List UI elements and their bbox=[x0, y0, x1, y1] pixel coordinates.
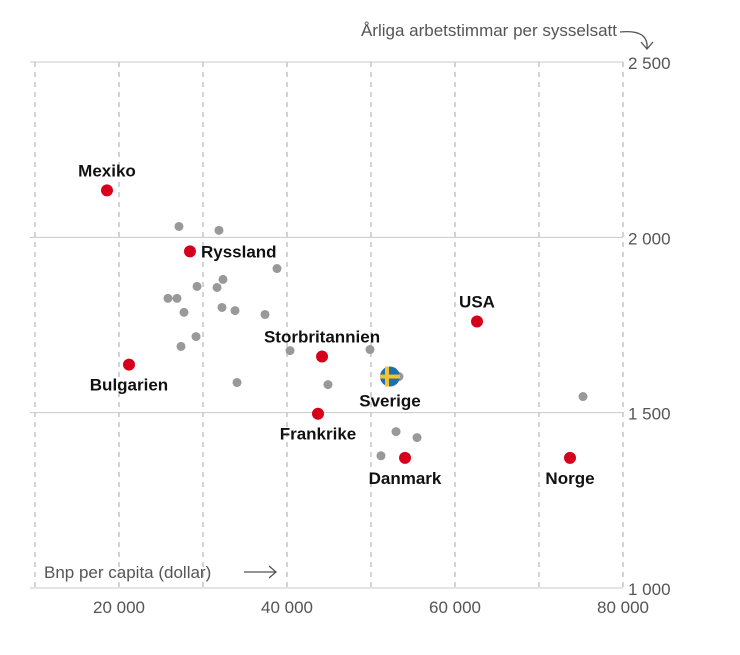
highlight-point bbox=[316, 350, 329, 363]
highlight-point bbox=[122, 358, 135, 371]
highlight-point bbox=[563, 451, 576, 464]
highlight-point bbox=[471, 315, 484, 328]
data-point bbox=[391, 427, 401, 437]
data-point bbox=[260, 309, 270, 319]
y-label-arrow-icon bbox=[619, 30, 654, 50]
data-point bbox=[232, 378, 242, 388]
data-point bbox=[217, 302, 227, 312]
y-axis-label: Årliga arbetstimmar per sysselsatt bbox=[361, 21, 617, 40]
x-label-arrow-icon bbox=[244, 565, 277, 579]
tick-labels: 1 000 1 500 2 000 2 500 20 000 40 000 60 000 80… bbox=[93, 54, 671, 617]
data-point bbox=[285, 346, 295, 356]
y-tick-label: 2 500 bbox=[628, 54, 671, 73]
highlighted-points: Mexiko Ryssland Bulgarien Storbritannien Fra… bbox=[78, 161, 594, 488]
data-point bbox=[191, 332, 201, 342]
data-point bbox=[272, 264, 282, 274]
point-label: Danmark bbox=[369, 469, 442, 488]
data-point bbox=[214, 225, 224, 235]
point-label: Ryssland bbox=[201, 242, 277, 261]
data-point bbox=[578, 392, 588, 402]
data-point bbox=[192, 281, 202, 291]
x-tick-label: 20 000 bbox=[93, 598, 145, 617]
y-tick-label: 2 000 bbox=[628, 229, 671, 248]
data-point bbox=[376, 451, 386, 461]
data-point bbox=[172, 293, 182, 303]
flag-cross bbox=[379, 374, 400, 379]
data-point bbox=[163, 293, 173, 303]
x-tick-label: 80 000 bbox=[597, 598, 649, 617]
y-tick-label: 1 500 bbox=[628, 405, 671, 424]
other-points bbox=[163, 221, 588, 461]
highlight-point bbox=[100, 184, 113, 197]
data-point bbox=[218, 274, 228, 284]
data-point bbox=[179, 307, 189, 317]
data-point bbox=[412, 433, 422, 443]
point-label: Frankrike bbox=[280, 425, 357, 444]
data-point bbox=[174, 221, 184, 231]
grid bbox=[30, 61, 624, 592]
x-tick-label: 60 000 bbox=[429, 598, 481, 617]
highlight-point bbox=[399, 451, 412, 464]
data-point bbox=[176, 341, 186, 351]
point-label: Norge bbox=[545, 469, 594, 488]
point-label: Bulgarien bbox=[90, 376, 168, 395]
point-label: Mexiko bbox=[78, 161, 136, 180]
data-point bbox=[230, 306, 240, 316]
x-tick-label: 40 000 bbox=[261, 598, 313, 617]
highlight-point bbox=[183, 245, 196, 258]
y-tick-label: 1 000 bbox=[628, 580, 671, 599]
data-point bbox=[365, 345, 375, 355]
flag-cross bbox=[384, 366, 389, 387]
data-point bbox=[212, 282, 222, 292]
highlight-point bbox=[311, 407, 324, 420]
point-label: Sverige bbox=[359, 392, 420, 411]
x-axis-label: Bnp per capita (dollar) bbox=[44, 563, 211, 582]
point-label: USA bbox=[459, 292, 495, 311]
point-label: Storbritannien bbox=[264, 328, 380, 347]
data-point bbox=[323, 380, 333, 390]
